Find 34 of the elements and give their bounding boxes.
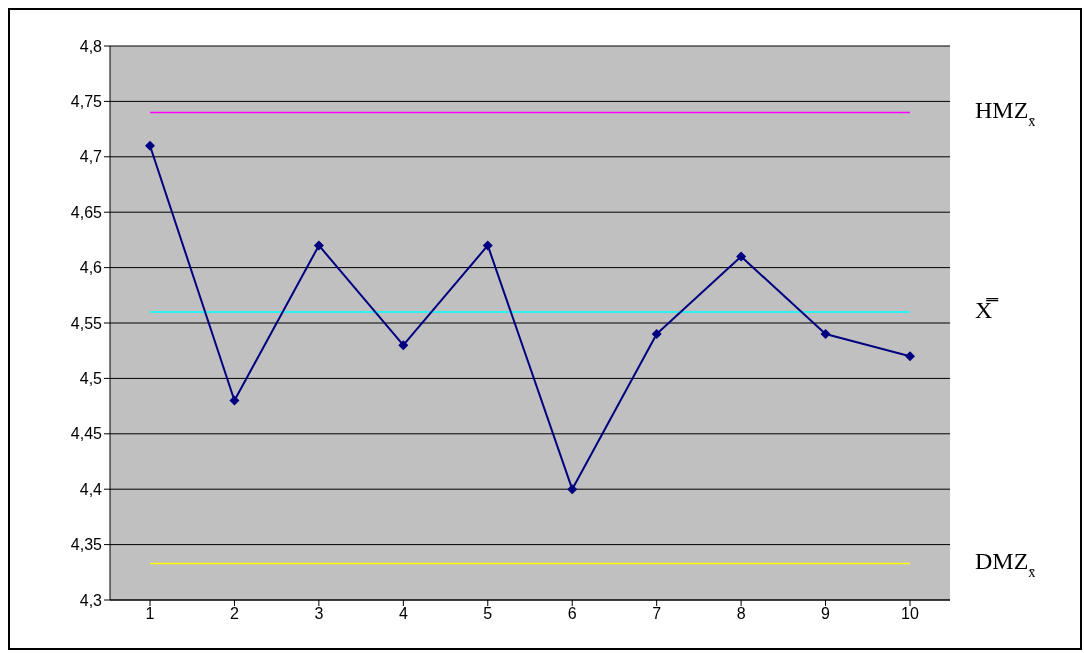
x-tick-label: 2 xyxy=(229,605,239,623)
x-tick-label: 10 xyxy=(901,605,919,623)
x-tick-label: 6 xyxy=(567,605,577,623)
y-tick-label: 4,5 xyxy=(79,370,103,388)
point xyxy=(398,340,409,351)
y-tick-label: 4,35 xyxy=(70,536,103,554)
x-tick-label: 1 xyxy=(145,605,155,623)
ref-line-label: DMZ$_{x̄}$ xyxy=(975,548,1037,581)
y-tick-label: 4,45 xyxy=(70,425,103,443)
ref-line-label: HMZ$_{x̄}$ xyxy=(975,97,1037,130)
y-tick-label: 4,8 xyxy=(79,37,103,55)
x-tick-label: 9 xyxy=(821,605,831,623)
point xyxy=(736,251,747,262)
point xyxy=(145,140,155,151)
x-tick-label: 3 xyxy=(314,605,324,623)
x-tick-label: 5 xyxy=(483,605,493,623)
x-tick-label: 7 xyxy=(652,605,662,623)
point xyxy=(229,395,240,406)
point xyxy=(567,484,578,495)
point xyxy=(820,329,831,340)
y-tick-label: 4,3 xyxy=(79,591,103,609)
y-tick-label: 4,7 xyxy=(79,148,103,166)
ref-line-label: X̿ xyxy=(975,296,1000,323)
y-tick-label: 4,75 xyxy=(70,93,103,111)
x-tick-label: 8 xyxy=(736,605,746,623)
point xyxy=(651,329,662,340)
y-tick-label: 4,4 xyxy=(79,480,103,498)
y-tick-label: 4,65 xyxy=(70,203,103,221)
point xyxy=(905,351,915,362)
y-tick-label: 4,6 xyxy=(79,259,103,277)
x-tick-label: 4 xyxy=(398,605,408,623)
point xyxy=(482,240,493,251)
point xyxy=(313,240,324,251)
y-tick-label: 4,55 xyxy=(70,314,103,332)
